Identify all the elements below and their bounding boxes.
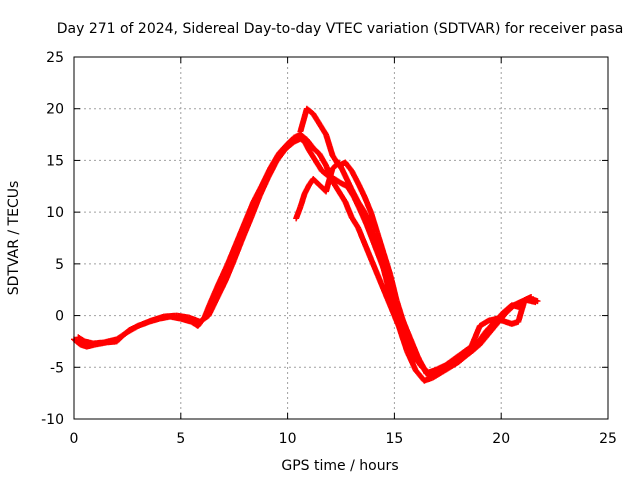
grid-lines <box>74 57 608 419</box>
x-tick-label: 25 <box>599 431 617 447</box>
data-point-fill <box>323 132 336 157</box>
y-tick-label: 10 <box>46 205 64 221</box>
data-point-fill <box>76 335 87 344</box>
data-point-fill <box>503 303 517 316</box>
series-track-d <box>297 105 535 379</box>
data-point-fill <box>355 225 367 245</box>
data-point-fill <box>362 210 374 230</box>
data-point-fill <box>469 342 482 354</box>
data-point-fill <box>374 246 387 271</box>
x-tick-label: 20 <box>492 431 510 447</box>
data-point-fill <box>368 225 380 251</box>
data-point-fill <box>265 158 280 179</box>
data-point-fill <box>394 313 406 333</box>
data-point-fill <box>206 296 220 318</box>
data-point-fill <box>475 329 489 345</box>
x-tick-label: 10 <box>279 431 297 447</box>
y-tick-label: -5 <box>50 360 64 376</box>
y-tick-label: -10 <box>41 412 64 428</box>
data-point-fill <box>223 257 237 283</box>
y-tick-label: 20 <box>46 102 64 118</box>
data-point-fill <box>297 191 308 209</box>
series-track-b <box>75 135 524 379</box>
data-point-fill <box>362 194 374 214</box>
data-point-fill <box>311 145 322 157</box>
data-point-fill <box>240 215 254 240</box>
data-point-fill <box>242 199 256 225</box>
data-point-fill <box>136 318 153 329</box>
data-point-fill <box>379 282 393 308</box>
data-point-fill <box>225 241 239 266</box>
data-point-fill <box>198 313 211 325</box>
data-point-fill <box>393 298 406 323</box>
data-point-fill <box>257 175 271 198</box>
data-point-fill <box>349 187 361 204</box>
data-point-fill <box>477 332 491 347</box>
data-point-fill <box>349 168 361 186</box>
data-point-fill <box>406 336 419 357</box>
data-point-fill <box>285 135 297 146</box>
data-point <box>534 298 541 305</box>
data-point-fill <box>311 176 322 188</box>
data-point-fill <box>381 267 393 297</box>
data-point-fill <box>298 132 309 142</box>
y-tick-label: 0 <box>55 309 64 325</box>
data-points <box>71 105 541 384</box>
data-point-fill <box>486 321 500 337</box>
chart-title: Day 271 of 2024, Sidereal Day-to-day VTE… <box>57 21 624 37</box>
y-axis-label: SDTVAR / TECUs <box>6 181 22 296</box>
data-point-fill <box>413 368 427 383</box>
data-point-fill <box>370 262 385 287</box>
data-point-fill <box>400 318 412 341</box>
data-point-fill <box>368 210 380 235</box>
data-point-fill <box>304 137 316 151</box>
data-point-fill <box>216 262 231 285</box>
series-track-c <box>293 159 541 376</box>
x-tick-label: 15 <box>385 431 403 447</box>
data-point-fill <box>355 181 367 199</box>
data-point-fill <box>342 200 355 220</box>
data-point-fill <box>484 319 497 334</box>
y-tick-label: 15 <box>46 153 64 169</box>
plot-border <box>73 56 609 420</box>
x-tick-label: 5 <box>176 431 185 447</box>
data-point-fill <box>381 251 393 276</box>
y-tick-label: 5 <box>55 257 64 273</box>
y-tick-label: 25 <box>46 50 64 66</box>
data-point-fill <box>387 272 400 302</box>
data-point-fill <box>233 220 248 245</box>
data-point-fill <box>71 337 83 347</box>
data-point-fill <box>283 139 297 152</box>
data-point <box>528 293 535 300</box>
data-point-fill <box>317 152 329 168</box>
data-point-fill <box>304 106 316 117</box>
data-point-fill <box>494 311 508 326</box>
plot-frame <box>73 56 609 420</box>
data-point-fill <box>274 147 288 163</box>
x-tick-label: 0 <box>70 431 79 447</box>
data-point-fill <box>404 349 419 373</box>
data-point-fill <box>400 329 412 349</box>
data-point-fill <box>387 293 400 318</box>
data-point-fill <box>297 106 310 134</box>
data-point-fill <box>374 231 387 256</box>
data-point-fill <box>319 168 331 179</box>
data-point-fill <box>248 193 263 220</box>
axis-ticks: 0 5 10 15 20 25 -10 -5 0 5 10 15 20 25 <box>41 50 617 447</box>
data-point-fill <box>460 349 474 361</box>
data-point-fill <box>208 280 222 304</box>
data-point-fill <box>342 174 355 192</box>
data-point-fill <box>362 241 376 266</box>
x-axis-label: GPS time / hours <box>281 458 398 474</box>
data-point-fill <box>214 278 229 300</box>
data-point-fill <box>468 324 483 349</box>
data-point-fill <box>149 314 166 324</box>
data-point-fill <box>231 236 246 262</box>
